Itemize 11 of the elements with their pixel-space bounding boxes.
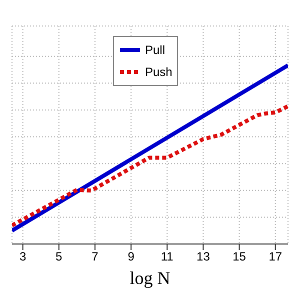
legend-label: Pull xyxy=(145,43,166,57)
x-tick-label: 7 xyxy=(92,250,99,264)
x-tick-label: 11 xyxy=(160,250,174,264)
x-axis-title: log N xyxy=(130,268,170,288)
x-tick-label: 15 xyxy=(232,250,246,264)
x-tick-label: 3 xyxy=(19,250,26,264)
x-tick-label: 5 xyxy=(56,250,63,264)
x-tick-label: 17 xyxy=(268,250,282,264)
x-tick-label: 9 xyxy=(128,250,135,264)
x-tick-label: 13 xyxy=(196,250,210,264)
legend-label: Push xyxy=(145,65,172,79)
